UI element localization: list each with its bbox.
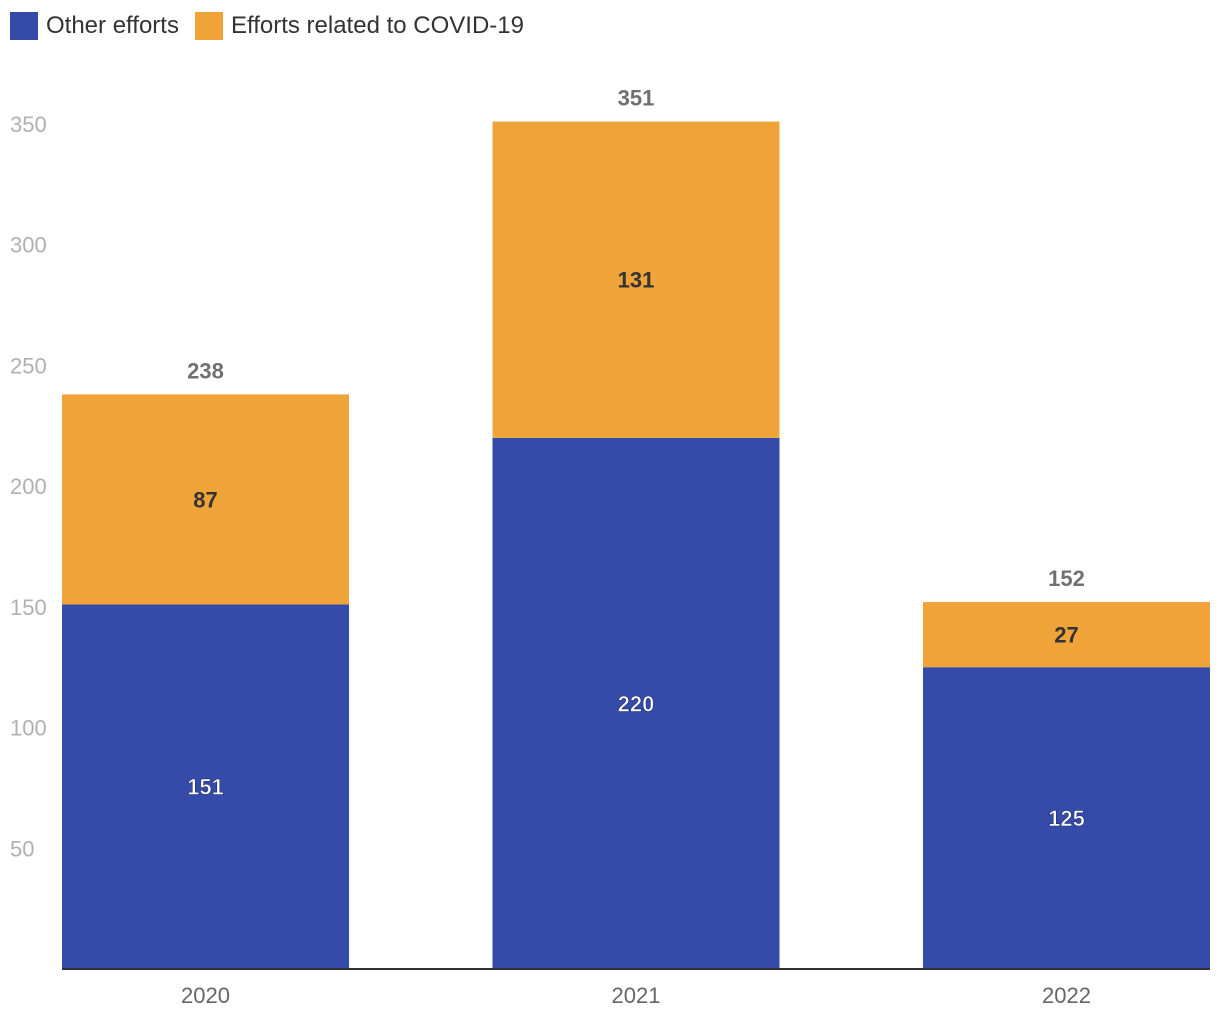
bar-segment-covid-efforts-2022 (923, 602, 1210, 668)
bar-value-label: 125 (1048, 806, 1085, 831)
legend-item-covid-efforts: Efforts related to COVID-19 (194, 12, 524, 40)
bar-value-label: 87 (193, 487, 217, 512)
y-tick-label: 50 (10, 836, 34, 861)
legend-swatch-covid-efforts (194, 12, 223, 40)
bar-value-label: 27 (1054, 623, 1078, 648)
y-tick-label: 150 (10, 595, 47, 620)
x-tick-label: 2022 (1042, 983, 1091, 1008)
bar-value-label: 131 (618, 268, 655, 293)
bar-total-label: 238 (187, 358, 224, 383)
x-tick-label: 2021 (612, 983, 661, 1008)
legend-label-covid-efforts: Efforts related to COVID-19 (230, 12, 524, 39)
bar-total-label: 351 (618, 86, 655, 111)
legend-label-other-efforts: Other efforts (46, 12, 179, 39)
y-tick-label: 100 (10, 716, 47, 741)
bar-value-label: 151 (187, 775, 224, 800)
bar-total-label: 152 (1048, 566, 1085, 591)
bar-value-label: 220 (618, 691, 655, 716)
y-tick-label: 250 (10, 353, 47, 378)
y-tick-label: 300 (10, 233, 47, 258)
bar-segment-covid-efforts-2020 (62, 394, 349, 605)
legend-item-other-efforts: Other efforts (10, 12, 179, 40)
bar-segment-other-efforts-2022 (923, 667, 1210, 969)
bar-segment-other-efforts-2021 (492, 437, 780, 969)
legend: Other efforts Efforts related to COVID-1… (10, 10, 540, 42)
y-tick-label: 200 (10, 474, 47, 499)
x-tick-label: 2020 (181, 983, 230, 1008)
legend-swatch-other-efforts (10, 12, 38, 40)
bar-segment-other-efforts-2020 (62, 604, 349, 969)
y-tick-label: 350 (10, 112, 47, 137)
bar-segment-covid-efforts-2021 (492, 121, 780, 438)
